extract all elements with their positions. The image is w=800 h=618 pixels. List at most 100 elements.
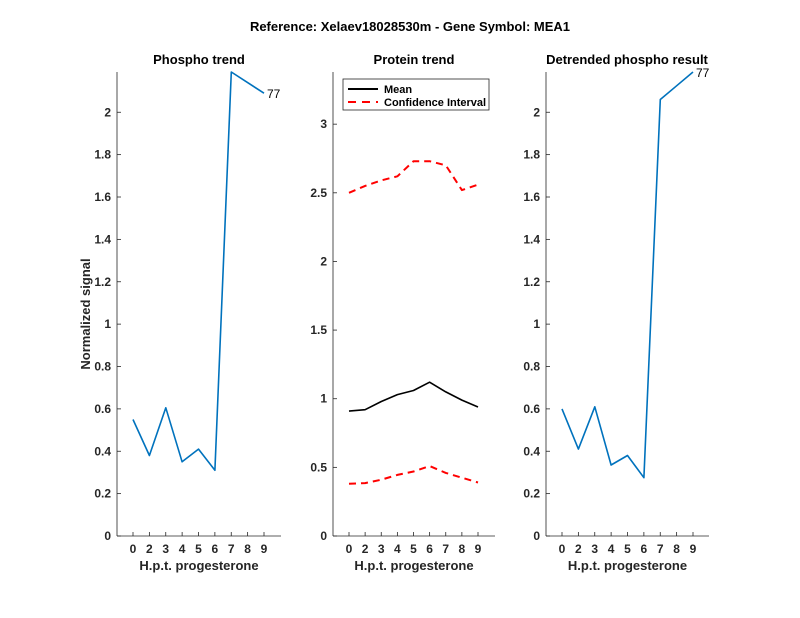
x-tick-label: 2: [146, 542, 153, 556]
y-tick-label: 1.6: [523, 190, 540, 204]
series-line-detrended-phospho: [561, 71, 694, 479]
data-point: [461, 476, 463, 478]
data-point: [364, 409, 366, 411]
data-point: [364, 185, 366, 187]
x-tick-label: 0: [559, 542, 566, 556]
data-point: [348, 410, 350, 412]
x-tick-label: 3: [378, 542, 385, 556]
y-tick-label: 0.8: [94, 360, 111, 374]
x-tick-label: 5: [410, 542, 417, 556]
x-tick-label: 9: [475, 542, 482, 556]
series-line-confidence-interval-upper: [348, 160, 479, 194]
y-tick-label: 1: [533, 317, 540, 331]
data-point: [461, 399, 463, 401]
data-point: [148, 454, 150, 456]
y-tick-label: 2: [533, 105, 540, 119]
x-tick-label: 8: [459, 542, 466, 556]
x-tick-label: 6: [426, 542, 433, 556]
data-point: [626, 454, 628, 456]
series-line-mean: [348, 381, 479, 412]
data-point: [197, 448, 199, 450]
data-point: [181, 461, 183, 463]
data-point: [445, 391, 447, 393]
data-point: [214, 469, 216, 471]
data-point: [561, 408, 563, 410]
y-tick-label: 0.4: [94, 444, 111, 458]
y-tick-label: 0: [533, 529, 540, 543]
x-tick-label: 3: [162, 542, 169, 556]
series-line-phospho: [132, 71, 265, 472]
y-tick-label: 2.5: [310, 186, 327, 200]
y-tick-label: 1: [104, 317, 111, 331]
y-tick-label: 1.8: [523, 148, 540, 162]
data-point: [643, 477, 645, 479]
y-tick-label: 0.5: [310, 460, 327, 474]
data-point: [412, 389, 414, 391]
x-tick-label: 4: [608, 542, 615, 556]
data-point: [396, 393, 398, 395]
panel-phospho-trend: Phospho trend 0 0.2 0.4 0.6 0.8 1 1.2 1.4 1.6 1.8 2…: [78, 52, 281, 573]
y-tick-label: 0.2: [523, 487, 540, 501]
legend-label: Confidence Interval: [384, 97, 486, 109]
data-point: [461, 189, 463, 191]
y-tick-label: 1.6: [94, 190, 111, 204]
legend-box: [342, 78, 490, 111]
y-tick-label: 1.2: [523, 275, 540, 289]
data-point: [477, 183, 479, 185]
data-point: [380, 400, 382, 402]
figure-suptitle: Reference: Xelaev18028530m - Gene Symbol…: [250, 19, 570, 34]
data-point: [348, 192, 350, 194]
x-tick-label: 2: [362, 542, 369, 556]
data-point: [230, 71, 232, 73]
x-tick-label: 7: [657, 542, 664, 556]
x-tick-label: 0: [130, 542, 137, 556]
data-point: [263, 92, 265, 94]
series-line-confidence-interval-lower: [348, 465, 479, 485]
data-point: [380, 179, 382, 181]
y-tick-label: 0.4: [523, 444, 540, 458]
point-annotation: 77: [696, 66, 710, 80]
y-tick-label: 1: [320, 392, 327, 406]
data-point: [610, 464, 612, 466]
x-tick-label: 6: [212, 542, 219, 556]
x-tick-label: 6: [641, 542, 648, 556]
y-tick-label: 3: [320, 117, 327, 131]
data-point: [246, 81, 248, 83]
data-point: [659, 98, 661, 100]
data-point: [428, 381, 430, 383]
y-tick-label: 1.4: [523, 232, 540, 246]
panel-title: Protein trend: [374, 52, 455, 67]
x-tick-label: 4: [394, 542, 401, 556]
y-tick-label: 1.8: [94, 148, 111, 162]
x-tick-label: 9: [261, 542, 268, 556]
data-point: [445, 472, 447, 474]
data-point: [692, 71, 694, 73]
data-point: [396, 175, 398, 177]
data-point: [412, 470, 414, 472]
x-tick-label: 3: [591, 542, 598, 556]
x-tick-label: 2: [575, 542, 582, 556]
data-point: [445, 164, 447, 166]
data-point: [428, 465, 430, 467]
x-tick-label: 0: [346, 542, 353, 556]
data-point: [364, 482, 366, 484]
data-point: [348, 483, 350, 485]
panel-detrended-phospho: Detrended phospho result 0 0.2 0.4 0.6 0.8 1 1.…: [523, 52, 709, 573]
y-tick-label: 0: [104, 529, 111, 543]
data-point: [165, 407, 167, 409]
data-point: [577, 448, 579, 450]
y-tick-label: 0.8: [523, 360, 540, 374]
panel-title: Detrended phospho result: [546, 52, 708, 67]
x-tick-label: 7: [228, 542, 235, 556]
y-tick-label: 2: [104, 105, 111, 119]
x-axis-label: H.p.t. progesterone: [354, 558, 473, 573]
data-point: [428, 160, 430, 162]
y-tick-label: 1.2: [94, 275, 111, 289]
data-point: [132, 418, 134, 420]
legend-label: Mean: [384, 84, 412, 96]
point-annotation: 77: [267, 87, 281, 101]
data-point: [675, 85, 677, 87]
